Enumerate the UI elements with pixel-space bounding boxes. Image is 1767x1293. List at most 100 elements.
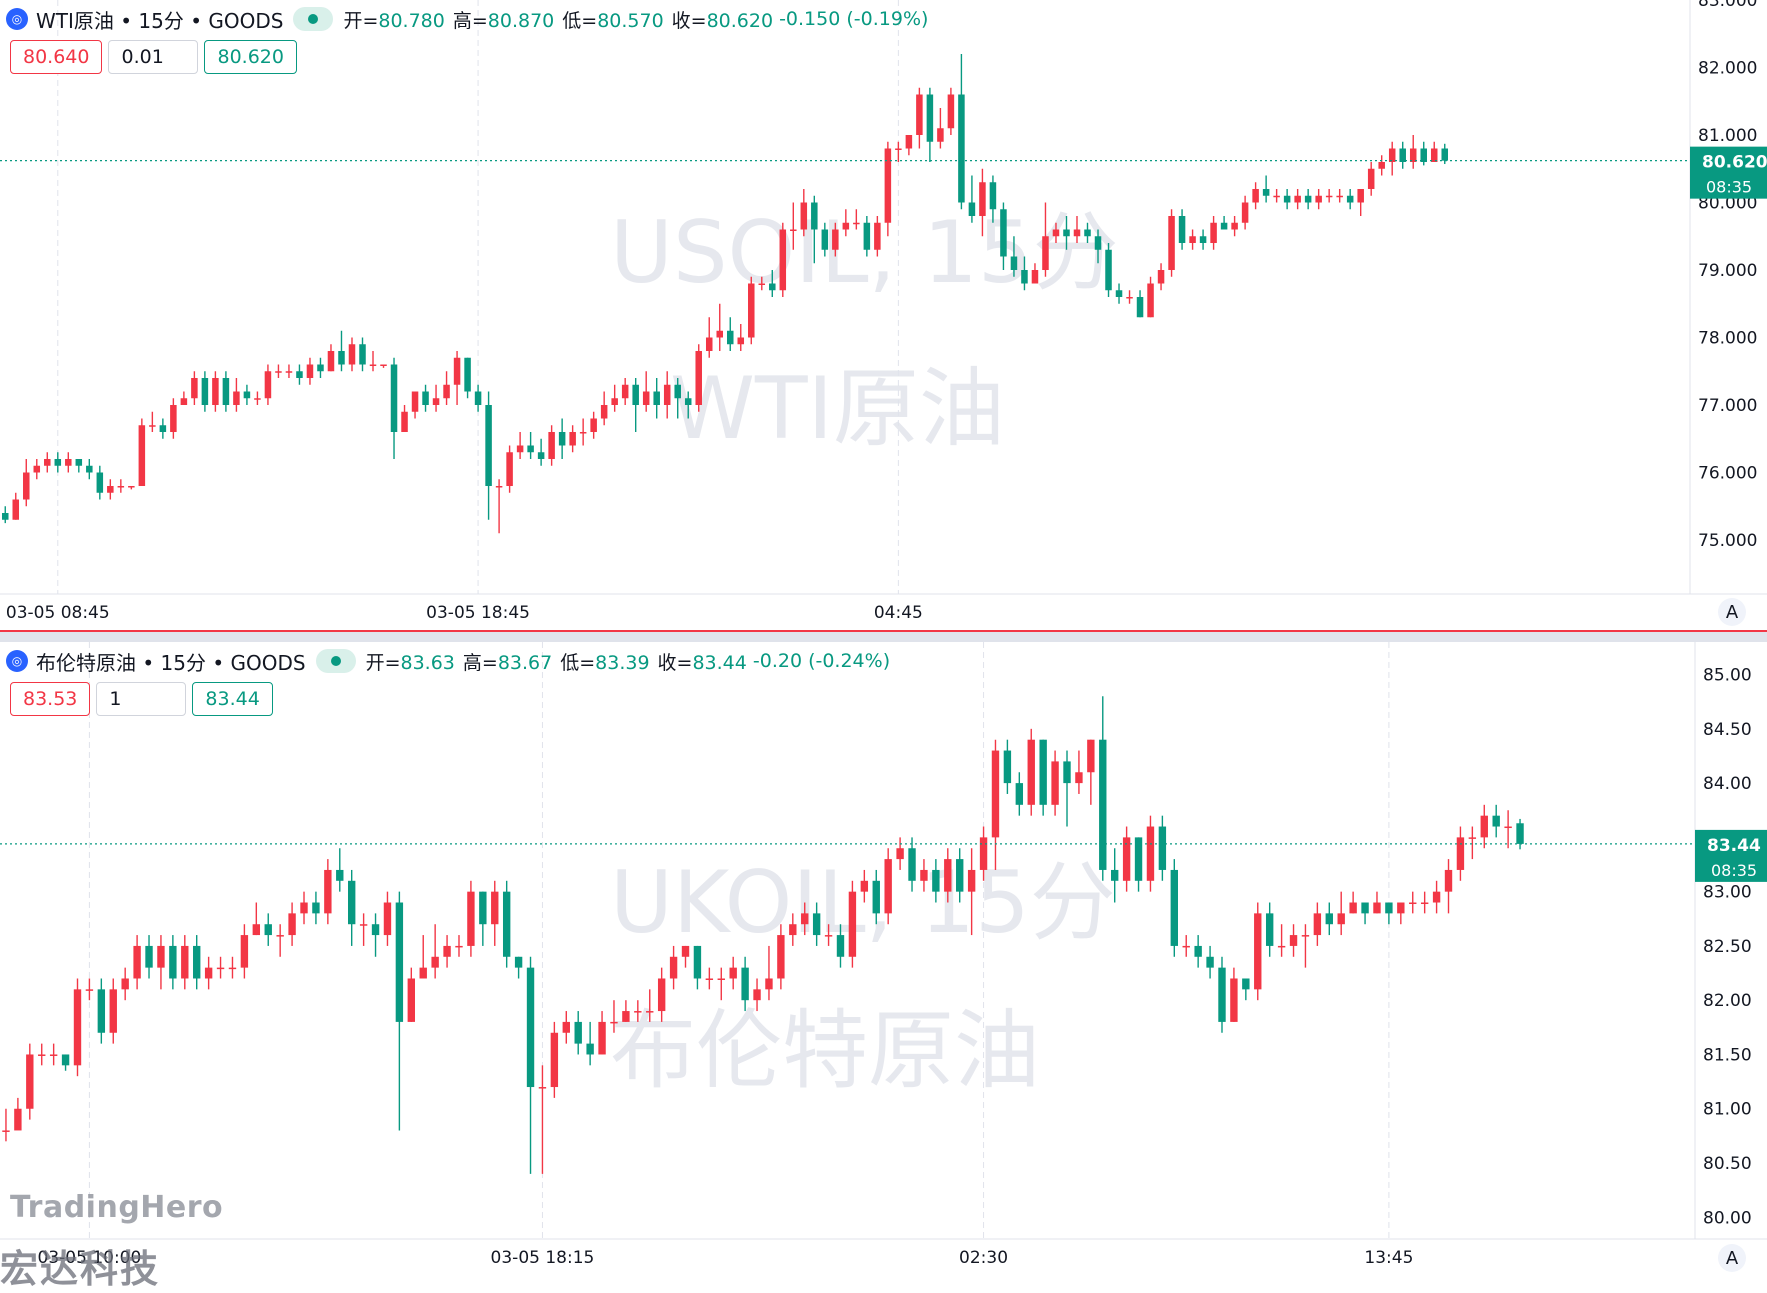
pane-separator[interactable] [0,630,1767,642]
brent-candle-body [1099,739,1107,870]
wti-candle-body [832,229,839,250]
brent-candle-body [145,945,153,968]
market-open-icon[interactable] [293,7,334,31]
brent-ohlc-item: 开=83.63 [366,648,455,675]
brent-y-tick-label: 81.00 [1703,1100,1752,1120]
wti-x-tick-label: 03-05 08:45 [6,603,110,623]
brent-candle-body [491,891,499,925]
brent-candle-body [467,891,475,946]
wti-sell-button[interactable]: 80.640 [10,40,103,74]
wti-buy-button[interactable]: 80.620 [204,40,297,74]
brent-candle-body [157,945,165,968]
wti-candle-body [159,425,167,432]
wti-candle-body [590,418,597,432]
wti-candle-body [979,182,986,216]
brent-candle-body [38,1054,46,1056]
brent-candle-body [669,956,678,979]
brent-candle-body [789,924,797,936]
wti-watermark-name: WTI原油 [670,359,1005,459]
market-open-icon[interactable] [315,649,356,673]
wti-candle-body [695,351,702,405]
wti-y-tick-label: 76.000 [1698,464,1757,484]
wti-candle-body [653,391,660,405]
wti-candle-body [191,378,198,399]
wti-chart-panel[interactable]: USOIL, 15分 WTI原油 75.000 76.000 77.000 78.000 7… [0,0,1767,630]
wti-candle-body [1409,148,1417,162]
wti-candlestick-chart[interactable]: USOIL, 15分 WTI原油 75.000 76.000 77.000 78.000 7… [0,0,1767,630]
wti-candle-body [579,432,587,434]
brent-quantity-input[interactable]: 1 [96,682,187,716]
brent-last-price-label: 83.44 [1707,836,1761,856]
wti-candle-body [96,472,104,493]
brent-candle-body [1122,837,1131,881]
brent-buy-button[interactable]: 83.44 [192,682,273,716]
brent-candle-body [395,902,404,1022]
brent-candle-body [1146,826,1155,881]
brent-ohlc-item: 收=83.44 [658,648,747,675]
brent-candle-body [336,869,344,881]
brent-candle-body [121,978,129,990]
brent-chart-panel[interactable]: UKOIL, 15分 布伦特原油 80.00 80.50 81.00 81.50 82.00… [0,642,1767,1283]
wti-candle-body [212,378,219,405]
wti-legend: ◎ WTI原油 • 15分 • GOODS 开=80.780 高=80.870 低=… [6,4,928,34]
wti-candle-body [275,371,282,373]
brent-ohlc-key: 收= [657,651,693,674]
brent-ohlc-item: 低=83.39 [560,648,649,675]
brent-candle-body [383,902,392,936]
brent-candle-body [944,859,952,892]
wti-candle-body [117,486,125,488]
wti-candle-body [1315,195,1322,203]
brent-candle-body [1158,826,1167,870]
brent-watermark-symbol: UKOIL, 15分 [610,853,1116,953]
wti-symbol-title[interactable]: WTI原油 • 15分 • GOODS [36,8,284,33]
wti-auto-scale-button[interactable]: A [1718,598,1746,626]
brent-candle-body [932,869,940,892]
wti-candle-body [296,371,303,378]
brent-candle-body [324,869,332,914]
wti-candle-body [632,384,639,405]
wti-candle-body [600,405,608,419]
wti-quantity-input[interactable]: 0.01 [108,40,199,74]
wti-candle-body [1199,236,1207,243]
brent-candle-body [1182,945,1190,948]
wti-candle-body [684,398,692,405]
wti-ohlc-item: 收=80.620 [672,6,773,33]
wti-y-tick-label: 78.000 [1698,329,1757,349]
wti-candle-body [926,94,934,142]
wti-candle-body [716,330,724,338]
brent-candle-body [443,945,451,957]
wti-candle-body [1325,195,1333,198]
brent-ohlc-value: 83.63 [400,651,455,674]
brent-candle-body [300,902,308,914]
brent-candle-body [538,1087,547,1089]
brent-candle-body [181,945,189,979]
wti-candle-body [863,222,871,250]
brent-candle-body [216,967,225,970]
brent-candle-body [169,945,177,979]
wti-candle-body [233,391,240,405]
brent-candle-body [193,945,201,979]
brent-candle-body [2,1130,10,1132]
brent-sell-button[interactable]: 83.53 [10,682,91,716]
wti-candle-body [1073,229,1081,237]
brent-candle-body [1134,837,1143,881]
wti-y-tick-label: 79.000 [1698,261,1757,281]
wti-x-tick-label: 03-05 18:45 [426,603,530,623]
brent-symbol-title[interactable]: 布伦特原油 • 15分 • GOODS [36,650,306,675]
brent-y-tick-label: 85.00 [1703,666,1752,686]
wti-ohlc-item: 低=80.570 [562,6,663,33]
brent-y-tick-label: 84.00 [1703,774,1752,794]
brent-legend: ◎ 布伦特原油 • 15分 • GOODS 开=83.63 高=83.67 低=83… [6,646,890,676]
wti-candle-body [1420,148,1427,162]
wti-candle-body [811,202,818,230]
brent-candle-body [848,891,857,957]
brent-candle-body [646,1011,654,1013]
wti-candle-body [1241,202,1249,223]
brent-candle-body [753,989,761,1001]
footer-watermark: 宏达科技 [0,1247,161,1291]
brent-auto-scale-button[interactable]: A [1718,1244,1746,1272]
wti-candle-body [968,202,976,216]
wti-candle-body [537,452,545,459]
wti-candle-body [86,465,93,473]
